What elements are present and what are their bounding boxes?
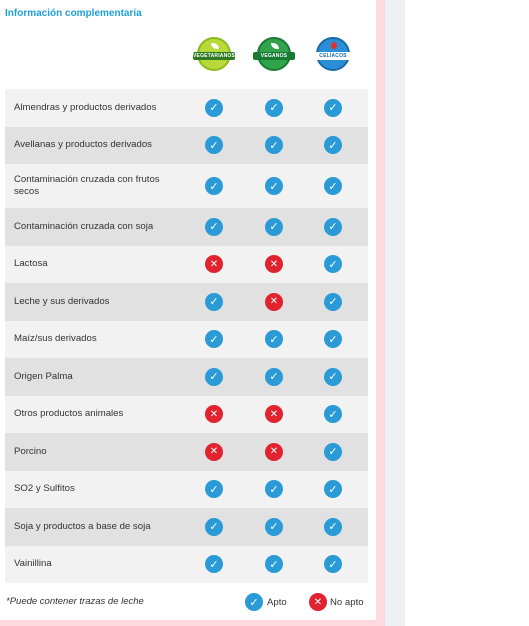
table-row: Vainillina ✓ ✓ ✓ (5, 545, 368, 583)
check-icon: ✓ (324, 442, 342, 461)
check-icon: ✓ (324, 217, 342, 236)
check-icon: ✓ (205, 480, 223, 499)
row-label: Contaminación cruzada con frutos secos (14, 174, 160, 197)
check-icon: ✓ (205, 177, 223, 195)
table-row: Avellanas y productos derivados ✓ ✓ ✓ (5, 126, 368, 164)
table-row: Soja y productos a base de soja ✓ ✓ ✓ (5, 508, 368, 546)
vegetarian-badge-label: VEGETARIANOS (193, 52, 236, 60)
row-label: Vainillina (14, 558, 52, 570)
check-icon: ✓ (324, 517, 342, 536)
check-icon: ✓ (324, 98, 342, 117)
trace-note: *Puede contener trazas de leche (6, 596, 144, 607)
complementary-info-card: Información complementaria VEGETARIANOS … (0, 8, 376, 616)
table-row: Almendras y productos derivados ✓ ✓ ✓ (5, 89, 368, 127)
check-icon: ✓ (205, 217, 223, 236)
vegan-badge-icon: VEGANOS (253, 37, 295, 71)
table-row: Porcino ✕ ✕ ✓ (5, 433, 368, 471)
check-icon: ✓ (324, 330, 342, 349)
cross-icon: ✕ (265, 442, 283, 461)
check-icon: ✓ (324, 555, 342, 574)
check-icon: ✓ (265, 98, 283, 117)
cross-icon: ✕ (265, 405, 283, 424)
check-icon: ✓ (265, 480, 283, 499)
table-row: Otros productos animales ✕ ✕ ✓ (5, 395, 368, 433)
row-label: Almendras y productos derivados (14, 101, 157, 113)
cross-icon: ✕ (205, 255, 223, 274)
table-row: Contaminación cruzada con frutos secos ✓ ✓… (5, 164, 368, 208)
table-row: Origen Palma ✓ ✓ ✓ (5, 358, 368, 396)
row-label: Porcino (14, 445, 47, 457)
celiac-badge-icon: CELÍACOS (312, 37, 354, 71)
drop-icon (331, 42, 337, 49)
legend-no-apto-label: No apto (330, 597, 364, 608)
leaf-icon (211, 43, 219, 49)
row-label: SO2 y Sulfitos (14, 483, 75, 495)
row-label: Contaminación cruzada con soja (14, 220, 154, 232)
check-icon: ✓ (324, 255, 342, 274)
row-label: Otros productos animales (14, 408, 124, 420)
row-label: Soja y productos a base de soja (14, 520, 151, 532)
row-label: Avellanas y productos derivados (14, 139, 152, 151)
check-icon: ✓ (324, 292, 342, 311)
check-icon: ✓ (205, 367, 223, 386)
check-icon: ✓ (205, 330, 223, 349)
row-label: Maíz/sus derivados (14, 333, 97, 345)
check-icon: ✓ (205, 517, 223, 536)
check-icon: ✓ (265, 177, 283, 195)
check-icon: ✓ (265, 217, 283, 236)
check-icon: ✓ (205, 136, 223, 155)
vegan-badge-label: VEGANOS (253, 52, 295, 60)
check-icon: ✓ (205, 98, 223, 117)
check-icon: ✓ (265, 136, 283, 155)
table-row: Maíz/sus derivados ✓ ✓ ✓ (5, 320, 368, 358)
check-icon: ✓ (205, 292, 223, 311)
legend-apto-label: Apto (267, 597, 287, 608)
vegetarian-badge-icon: VEGETARIANOS (193, 37, 235, 71)
table-row: Contaminación cruzada con soja ✓ ✓ ✓ (5, 208, 368, 246)
table-row: SO2 y Sulfitos ✓ ✓ ✓ (5, 470, 368, 508)
check-icon: ✓ (324, 177, 342, 195)
cross-icon: ✕ (205, 405, 223, 424)
table-footer: *Puede contener trazas de leche ✓ Apto ✕… (0, 588, 376, 616)
table-row: Lactosa ✕ ✕ ✓ (5, 245, 368, 283)
row-label: Lactosa (14, 258, 48, 270)
section-title: Información complementaria (5, 8, 142, 19)
celiac-badge-label: CELÍACOS (312, 52, 354, 60)
row-label: Origen Palma (14, 370, 73, 382)
cross-icon: ✕ (265, 255, 283, 274)
check-icon: ✓ (265, 367, 283, 386)
check-icon: ✓ (245, 593, 263, 611)
check-icon: ✓ (324, 367, 342, 386)
page-bottom-stripe (0, 620, 385, 626)
check-icon: ✓ (324, 480, 342, 499)
check-icon: ✓ (265, 517, 283, 536)
check-icon: ✓ (324, 136, 342, 155)
cross-icon: ✕ (265, 292, 283, 311)
allergen-table: Almendras y productos derivados ✓ ✓ ✓ Avella… (5, 89, 368, 583)
table-row: Leche y sus derivados ✓ ✕ ✓ (5, 283, 368, 321)
row-label: Leche y sus derivados (14, 295, 110, 307)
check-icon: ✓ (205, 555, 223, 574)
cross-icon: ✕ (309, 593, 327, 611)
page-background-panel (385, 0, 405, 626)
page-side-stripe (376, 0, 385, 626)
leaf-icon (271, 43, 279, 49)
check-icon: ✓ (265, 555, 283, 574)
check-icon: ✓ (324, 405, 342, 424)
cross-icon: ✕ (205, 442, 223, 461)
check-icon: ✓ (265, 330, 283, 349)
